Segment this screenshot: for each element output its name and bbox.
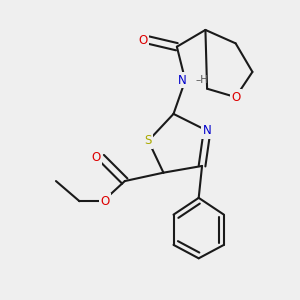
Text: N: N [203, 124, 212, 137]
Text: O: O [231, 91, 240, 103]
Text: S: S [145, 134, 152, 147]
Text: N: N [178, 74, 186, 87]
Text: –H: –H [195, 75, 208, 85]
Text: O: O [139, 34, 148, 46]
Text: O: O [92, 151, 101, 164]
Text: O: O [100, 195, 109, 208]
